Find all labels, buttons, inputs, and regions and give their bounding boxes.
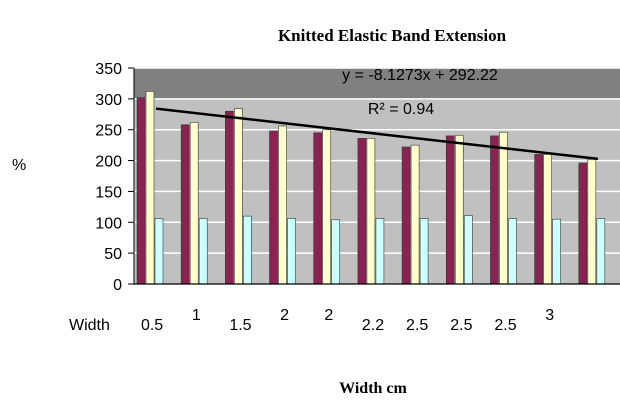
bar: [313, 132, 323, 285]
x-tick-label: 2.5: [494, 317, 516, 334]
bar: [534, 154, 543, 285]
trendline-r-squared: R² = 0.94: [368, 101, 434, 118]
bar: [499, 131, 508, 285]
bar: [445, 135, 455, 285]
plot-area: 0 50 100 150 200 250 300 350 0.5 1 1.5 2 2 2.2 2.5 2.5 2…: [95, 61, 620, 334]
x-tick-label: 2: [324, 307, 333, 324]
bar: [490, 135, 499, 285]
bar: [225, 110, 234, 285]
y-axis-label: %: [12, 157, 26, 174]
bar: [189, 122, 199, 285]
bar: [234, 108, 243, 285]
y-tick-label: 250: [95, 123, 122, 140]
bar: [587, 159, 597, 285]
bar: [454, 134, 464, 285]
bar: [278, 125, 287, 285]
bar: [136, 97, 146, 285]
y-tick-label: 200: [95, 154, 122, 171]
x-tick-label: 1.5: [229, 317, 251, 334]
bar: [322, 129, 332, 285]
x-tick-label: 2.5: [450, 317, 472, 334]
plot-top-band: [134, 68, 620, 99]
bar: [578, 162, 588, 285]
bar: [596, 218, 606, 285]
x-tick-label: 2.5: [406, 317, 428, 334]
bar: [180, 124, 190, 285]
bar: [410, 144, 420, 285]
bar: [419, 218, 429, 285]
y-tick-label: 0: [113, 277, 122, 294]
bar: [331, 219, 341, 285]
y-tick-label: 100: [95, 215, 122, 232]
x-tick-label: 2: [280, 307, 289, 324]
chart-title: Knitted Elastic Band Extension: [278, 26, 507, 45]
bar: [145, 91, 155, 285]
x-tick-label: 3: [545, 307, 554, 324]
bar: [154, 218, 164, 285]
bar: [463, 215, 473, 285]
bar: [543, 154, 552, 285]
bar: [269, 130, 278, 285]
bar: [243, 215, 252, 285]
bar: [401, 146, 411, 285]
y-tick-label: 350: [95, 61, 122, 78]
trendline: [155, 107, 599, 161]
bar: [366, 138, 376, 285]
bar: [552, 218, 561, 285]
trendline-equation: y = -8.1273x + 292.22: [342, 67, 498, 84]
x-tick-label: 2.2: [362, 317, 384, 334]
x-tick-label: 0.5: [141, 317, 163, 334]
x-tick-label: 1: [192, 307, 201, 324]
x-axis-prefix: Width: [69, 317, 110, 334]
bar: [198, 218, 208, 285]
x-axis-title: Width cm: [339, 380, 407, 397]
bar: [508, 218, 517, 285]
y-tick-label: 150: [95, 184, 122, 201]
bar: [375, 218, 385, 285]
bar: [287, 218, 296, 285]
bar: [357, 138, 367, 285]
y-tick-label: 50: [104, 246, 122, 263]
y-tick-label: 300: [95, 92, 122, 109]
